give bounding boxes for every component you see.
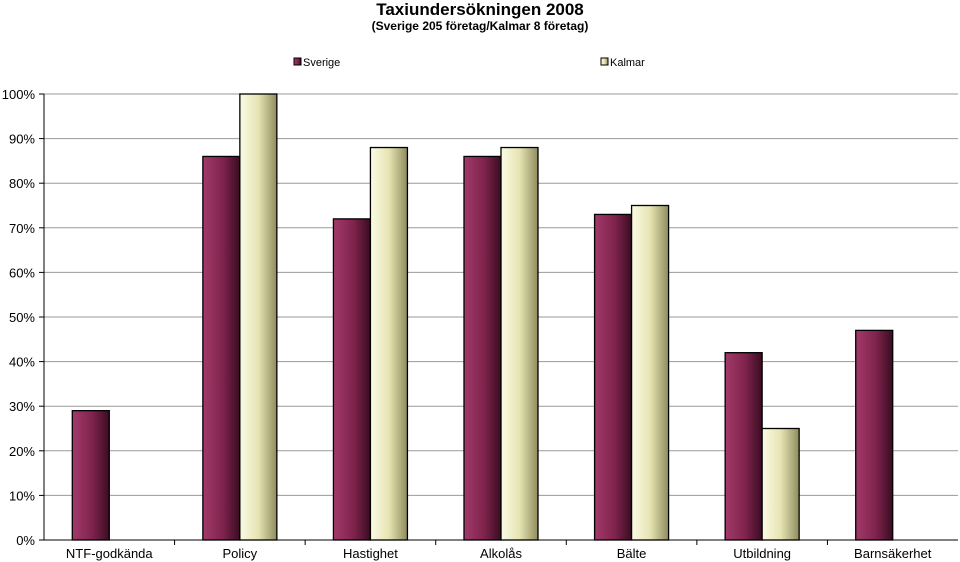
x-tick-label: Policy <box>223 546 258 561</box>
bar-kalmar-3 <box>500 146 539 541</box>
legend: Sverige Kalmar <box>293 57 645 69</box>
x-tick-label: Utbildning <box>733 546 791 561</box>
y-tick-label: 100% <box>2 87 36 102</box>
axes: 0% 10% 20% 30% 40% 50% 60% 70% 80% 90% 100% NTF-god… <box>2 87 958 561</box>
bar-sverige-3 <box>463 155 502 541</box>
y-tick-label: 0% <box>16 533 35 548</box>
bar-kalmar-2 <box>369 146 409 541</box>
bar-sverige-2 <box>332 218 372 541</box>
bar-kalmar-1 <box>239 93 278 541</box>
y-tick-label: 70% <box>9 221 35 236</box>
bar-sverige-0 <box>71 410 110 541</box>
bar-kalmar-4 <box>630 204 670 541</box>
bar-sverige-6 <box>855 329 894 541</box>
legend-swatch-sverige <box>293 57 302 66</box>
x-tick-label: Alkolås <box>480 546 522 561</box>
bar-sverige-1 <box>202 155 241 541</box>
bar-sverige-4 <box>593 213 633 541</box>
x-tick-label: NTF-godkända <box>66 546 153 561</box>
bar-sverige-5 <box>724 352 763 541</box>
y-tick-label: 80% <box>9 176 35 191</box>
y-tick-label: 50% <box>9 310 35 325</box>
y-tick-label: 60% <box>9 265 35 280</box>
legend-label-sverige: Sverige <box>303 57 340 69</box>
legend-label-kalmar: Kalmar <box>610 57 645 69</box>
x-tick-label: Bälte <box>617 546 647 561</box>
x-tick-label: Hastighet <box>343 546 398 561</box>
y-tick-label: 20% <box>9 444 35 459</box>
bar-kalmar-5 <box>761 427 800 541</box>
y-tick-label: 90% <box>9 132 35 147</box>
chart-title: Taxiundersökningen 2008 <box>376 0 584 19</box>
bars <box>71 93 894 541</box>
x-tick-label: Barnsäkerhet <box>854 546 932 561</box>
chart-subtitle: (Sverige 205 företag/Kalmar 8 företag) <box>371 19 589 33</box>
y-tick-label: 40% <box>9 355 35 370</box>
legend-swatch-kalmar <box>600 57 609 66</box>
y-tick-label: 10% <box>9 488 35 503</box>
y-tick-label: 30% <box>9 399 35 414</box>
